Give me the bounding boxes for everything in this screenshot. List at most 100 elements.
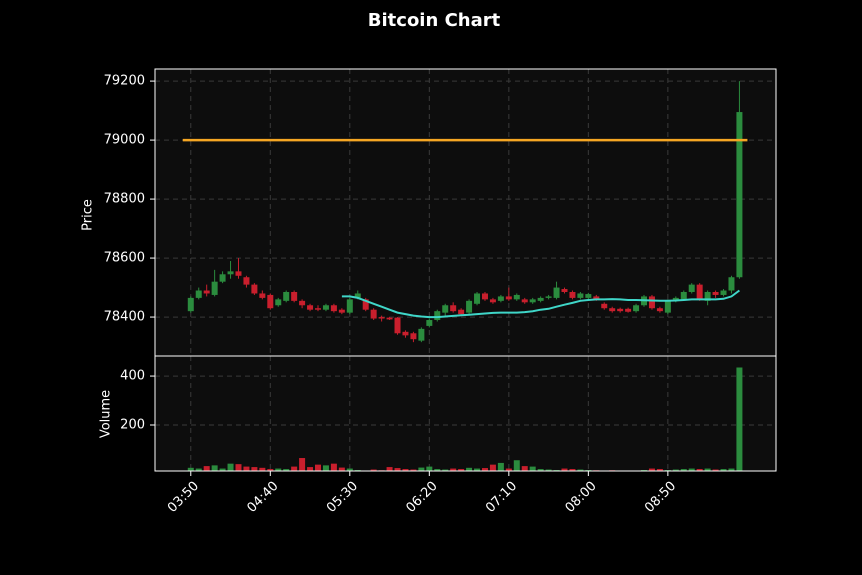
candle-body [259,293,266,298]
candle-body [529,299,536,303]
volume-bar [688,468,695,471]
candle-body [378,317,385,319]
volume-bar [307,467,314,471]
candle-body [442,305,449,313]
volume-bar [561,468,568,471]
volume-bar [187,467,194,471]
candle-body [545,296,552,298]
volume-bar [219,468,226,471]
candle-body [450,305,457,312]
volume-bar [545,469,552,471]
candle-body [283,291,290,301]
candle-body [434,311,441,321]
volume-bar [346,468,353,471]
volume-bar [450,468,457,471]
candle-body [513,294,520,300]
y-tick-label: 78800 [104,192,145,207]
y-tick-label: 79000 [104,133,145,148]
volume-bar [243,466,250,471]
volume-bar [227,463,234,471]
candle-body [609,308,616,312]
y-tick-label: 78400 [104,310,145,325]
candle-body [187,297,194,312]
volume-bar [458,469,465,471]
candle-body [370,309,377,319]
candle-body [704,291,711,301]
candle-body [219,274,226,282]
volume-bar [481,468,488,471]
candle-body [497,296,504,301]
candle-body [330,305,337,312]
volume-bar [712,469,719,471]
volume-bar [283,469,290,471]
candle-body [633,305,640,312]
volume-bar [466,467,473,471]
candle-body [394,317,401,334]
volume-bar [704,468,711,471]
volume-bar [203,466,210,471]
volume-axis-label: Volume [99,390,114,438]
candle-body [505,296,512,300]
candle-body [307,305,314,310]
candle-body [656,308,663,312]
candle-body [728,277,735,291]
volume-bar [426,466,433,471]
candle-body [466,300,473,313]
candle-body [601,303,608,309]
volume-bar [736,367,743,471]
candle-body [315,308,322,310]
volume-bar [521,466,528,471]
volume-bar [299,458,306,471]
candle-body [338,309,345,313]
volume-bar [315,464,322,471]
candle-body [354,293,361,298]
volume-bar [505,468,512,471]
volume-bar [418,467,425,471]
candle-body [672,297,679,301]
volume-bar [442,469,449,471]
volume-bar [537,469,544,471]
volume-bar [672,469,679,471]
candle-body [243,277,250,285]
y-tick-label: 78600 [104,251,145,266]
volume-bar [330,463,337,471]
volume-bar [577,469,584,471]
candle-body [346,299,353,313]
volume-bar [291,466,298,471]
candle-body [203,290,210,294]
candle-body [386,317,393,320]
candle-body [688,284,695,292]
candle-body [211,281,218,295]
volume-tick-label: 200 [120,418,145,433]
candle-body [521,299,528,303]
volume-bar [275,468,282,471]
candle-body [720,290,727,295]
candle-body [489,299,496,303]
candle-body [617,308,624,312]
chart-title: Bitcoin Chart [368,10,501,31]
volume-bar [267,469,274,471]
candle-body [648,296,655,309]
volume-bar [370,469,377,471]
candle-body [251,284,258,294]
volume-bar [728,468,735,471]
volume-bar [434,469,441,471]
candle-body [195,290,202,298]
volume-bar [402,469,409,471]
candle-body [291,291,298,301]
candle-body [537,297,544,301]
volume-bar [259,467,266,471]
candle-body [322,305,329,310]
volume-bar [497,462,504,471]
volume-bar [195,468,202,471]
candle-body [227,271,234,275]
volume-bar [569,469,576,471]
candle-body [458,309,465,315]
volume-tick-label: 400 [120,369,145,384]
volume-bar [410,469,417,471]
volume-bar [322,465,329,471]
candle-body [299,300,306,306]
candle-body [553,287,560,298]
